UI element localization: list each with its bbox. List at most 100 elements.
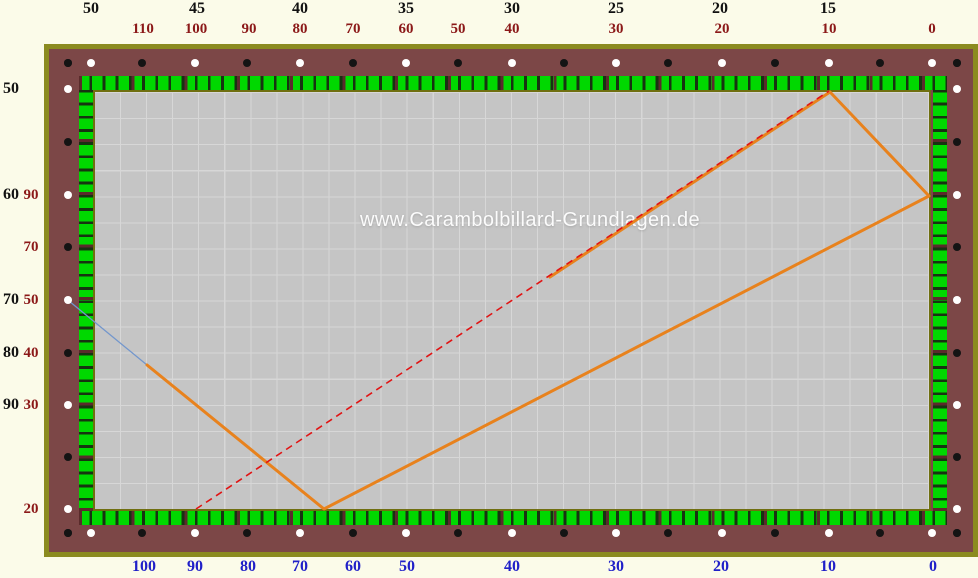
diamond-white xyxy=(953,191,961,199)
bottom-scale-blue-label: 50 xyxy=(399,558,415,575)
diamond-black xyxy=(771,529,779,537)
diamond-white xyxy=(953,401,961,409)
diamond-white xyxy=(191,59,199,67)
top-scale-red-label: 70 xyxy=(345,21,361,37)
left-scale-black-label: 70 xyxy=(3,291,19,308)
diamond-black xyxy=(953,453,961,461)
diamond-white xyxy=(64,85,72,93)
diamond-white xyxy=(64,296,72,304)
diamond-black xyxy=(243,59,251,67)
cushion-top xyxy=(79,76,947,90)
diamond-white xyxy=(296,529,304,537)
top-scale-red-label: 0 xyxy=(928,21,936,37)
diamond-white xyxy=(953,505,961,513)
diamond-black xyxy=(876,529,884,537)
cushion-right xyxy=(933,90,947,511)
diamond-black xyxy=(349,59,357,67)
diamond-black xyxy=(454,59,462,67)
diamond-black xyxy=(64,243,72,251)
top-scale-black-label: 50 xyxy=(83,0,99,17)
diamond-white xyxy=(612,59,620,67)
left-scale-red-label: 50 xyxy=(23,292,39,308)
bottom-scale-blue-label: 100 xyxy=(132,558,156,575)
top-scale-red-label: 50 xyxy=(450,21,466,37)
diamond-black xyxy=(664,529,672,537)
top-scale-black-label: 25 xyxy=(608,0,624,17)
top-scale-black-label: 30 xyxy=(504,0,520,17)
bottom-scale-blue-label: 0 xyxy=(929,558,937,575)
top-scale-red-label: 110 xyxy=(132,21,154,37)
bottom-scale-blue-label: 30 xyxy=(608,558,624,575)
approach-line-blue xyxy=(68,300,148,366)
diamond-white xyxy=(402,59,410,67)
diamond-black xyxy=(953,529,961,537)
top-scale-red-label: 90 xyxy=(241,21,257,37)
top-scale-red-label: 30 xyxy=(608,21,624,37)
diamond-black xyxy=(664,59,672,67)
diamond-black xyxy=(953,138,961,146)
top-scale-black-label: 20 xyxy=(712,0,728,17)
diamond-black xyxy=(64,59,72,67)
watermark: www.Carambolbillard-Grundlagen.de xyxy=(359,209,701,231)
top-scale-red-label: 10 xyxy=(821,21,837,37)
diamond-white xyxy=(825,59,833,67)
bottom-scale-blue-label: 80 xyxy=(240,558,256,575)
left-scale-red-label: 90 xyxy=(23,187,39,203)
diamond-white xyxy=(64,401,72,409)
diamond-black xyxy=(138,59,146,67)
top-scale-black-label: 15 xyxy=(820,0,836,17)
diamond-white xyxy=(402,529,410,537)
left-scale-red-label: 30 xyxy=(23,397,39,413)
playing-field xyxy=(93,90,931,511)
diamond-black xyxy=(876,59,884,67)
diamond-black xyxy=(138,529,146,537)
diamond-white xyxy=(953,85,961,93)
diamond-white xyxy=(928,59,936,67)
left-scale-black-label: 50 xyxy=(3,80,19,97)
diamond-white xyxy=(64,505,72,513)
diamond-black xyxy=(349,529,357,537)
left-scale-red-label: 40 xyxy=(23,345,39,361)
diamond-white xyxy=(87,59,95,67)
left-scale-black-label: 60 xyxy=(3,186,19,203)
top-scale-red-label: 60 xyxy=(398,21,414,37)
diamond-black xyxy=(454,529,462,537)
diamond-white xyxy=(825,529,833,537)
diamond-white xyxy=(612,529,620,537)
diamond-white xyxy=(508,59,516,67)
left-scale-black-label: 90 xyxy=(3,396,19,413)
diamond-white xyxy=(718,59,726,67)
diamond-black xyxy=(64,529,72,537)
top-scale-red-label: 80 xyxy=(292,21,308,37)
cushion-left xyxy=(79,90,93,511)
diamond-black xyxy=(560,59,568,67)
diamond-white xyxy=(928,529,936,537)
diamond-black xyxy=(560,529,568,537)
top-scale-black-label: 45 xyxy=(189,0,205,17)
diamond-white xyxy=(953,296,961,304)
diamond-black xyxy=(243,529,251,537)
top-scale-black-label: 40 xyxy=(292,0,308,17)
bottom-scale-blue-label: 70 xyxy=(292,558,308,575)
diamond-white xyxy=(87,529,95,537)
diamond-white xyxy=(296,59,304,67)
top-scale-black-label: 35 xyxy=(398,0,414,17)
bottom-scale-blue-label: 20 xyxy=(713,558,729,575)
diamond-black xyxy=(64,138,72,146)
diamond-black xyxy=(64,349,72,357)
diamond-black xyxy=(953,59,961,67)
diamond-black xyxy=(64,453,72,461)
top-scale-red-label: 20 xyxy=(714,21,730,37)
diamond-black xyxy=(953,243,961,251)
left-scale-red-label: 70 xyxy=(23,239,39,255)
cue-ball-path-orange xyxy=(145,90,931,511)
bottom-scale-blue-label: 60 xyxy=(345,558,361,575)
bottom-scale-blue-label: 40 xyxy=(504,558,520,575)
diamond-white xyxy=(508,529,516,537)
top-scale-red-label: 100 xyxy=(184,21,208,37)
diamond-white xyxy=(64,191,72,199)
bottom-scale-blue-label: 10 xyxy=(820,558,836,575)
left-scale-black-label: 80 xyxy=(3,344,19,361)
